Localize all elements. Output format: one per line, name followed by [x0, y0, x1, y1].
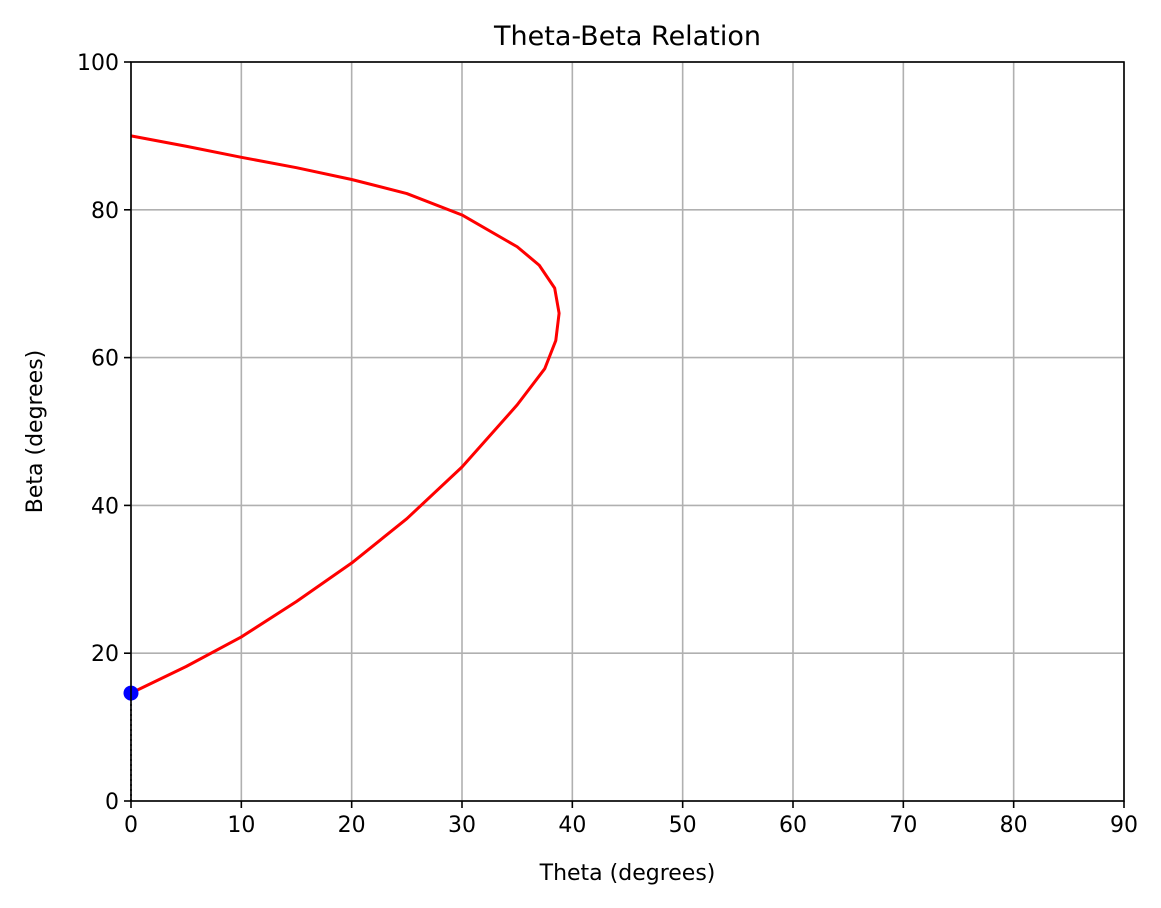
x-tick-label: 70 — [889, 813, 917, 838]
x-axis-label: Theta (degrees) — [539, 861, 716, 886]
axes-frame — [130, 61, 1125, 802]
x-tick-label: 20 — [338, 813, 366, 838]
y-tick-label: 80 — [91, 199, 119, 224]
y-tick-label: 20 — [91, 642, 119, 667]
x-axis-ticks: 0 10 20 30 40 50 60 70 80 90 — [124, 801, 1138, 838]
x-tick-label: 40 — [558, 813, 586, 838]
chart-title: Theta-Beta Relation — [493, 21, 761, 52]
x-tick-label: 10 — [227, 813, 255, 838]
x-tick-label: 60 — [779, 813, 807, 838]
y-axis-label: Beta (degrees) — [23, 350, 48, 513]
x-tick-label: 30 — [448, 813, 476, 838]
y-tick-label: 40 — [91, 494, 119, 519]
x-tick-label: 80 — [1000, 813, 1028, 838]
y-tick-label: 60 — [91, 347, 119, 372]
y-axis-ticks: 0 20 40 60 80 100 — [77, 51, 131, 815]
x-tick-label: 0 — [124, 813, 138, 838]
theta-beta-curve — [130, 134, 561, 695]
y-tick-label: 100 — [77, 51, 119, 76]
x-tick-label: 90 — [1110, 813, 1138, 838]
y-tick-label: 0 — [105, 790, 119, 815]
x-tick-label: 50 — [669, 813, 697, 838]
